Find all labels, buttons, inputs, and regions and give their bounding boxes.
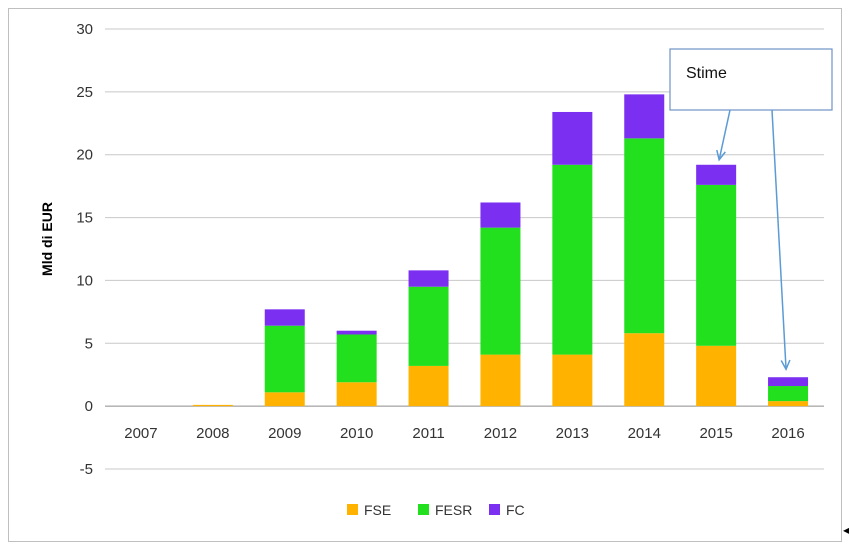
y-axis-title: Mld di EUR bbox=[39, 202, 55, 276]
bar-segment bbox=[696, 184, 737, 346]
callout-arrow bbox=[718, 109, 731, 160]
x-tick-label: 2011 bbox=[412, 425, 444, 442]
y-tick-label: 20 bbox=[76, 147, 93, 164]
bar-segment bbox=[264, 392, 305, 407]
legend-swatch bbox=[347, 504, 358, 515]
x-tick-label: 2010 bbox=[340, 425, 373, 442]
bar-segment bbox=[768, 377, 809, 387]
x-tick-label: 2007 bbox=[124, 425, 157, 442]
legend-label: FC bbox=[506, 502, 525, 518]
bar-segment bbox=[408, 270, 449, 287]
x-tick-label: 2012 bbox=[484, 425, 517, 442]
estimate-callout: Stime bbox=[669, 48, 833, 371]
y-tick-label: 30 bbox=[76, 21, 93, 38]
bar-segment bbox=[480, 202, 521, 228]
bar-segment bbox=[264, 309, 305, 326]
legend-swatch bbox=[418, 504, 429, 515]
bar-segment bbox=[552, 164, 593, 355]
legend: FSE FESR FC bbox=[347, 502, 525, 518]
x-tick-label: 2016 bbox=[771, 425, 804, 442]
bar-segment bbox=[552, 354, 593, 407]
bar-segment bbox=[552, 111, 593, 165]
callout-box bbox=[669, 48, 833, 111]
x-tick-label: 2008 bbox=[196, 425, 229, 442]
bar-segment bbox=[624, 138, 665, 334]
bar-segment bbox=[480, 354, 521, 407]
y-tick-label: 15 bbox=[76, 210, 93, 227]
arrowhead bbox=[716, 149, 726, 162]
callout-label: Stime bbox=[686, 65, 727, 82]
x-tick-label: 2014 bbox=[628, 425, 661, 442]
x-tick-label: 2009 bbox=[268, 425, 301, 442]
y-tick-label: 25 bbox=[76, 84, 93, 101]
bar-segment bbox=[768, 401, 809, 407]
bar-segment bbox=[624, 94, 665, 139]
bar-segment bbox=[192, 404, 233, 407]
y-tick-label: 5 bbox=[85, 335, 93, 352]
page-marker: ◂ bbox=[843, 523, 850, 537]
x-tick-labels: 2007 2008 2009 2010 2011 2012 2013 2014 2015 2016 bbox=[124, 425, 804, 442]
bar-segment bbox=[336, 334, 377, 383]
y-tick-labels: -5 0 5 10 15 20 25 30 bbox=[76, 21, 93, 478]
legend-label: FSE bbox=[364, 502, 391, 518]
bar-segment bbox=[624, 333, 665, 407]
x-tick-label: 2015 bbox=[699, 425, 732, 442]
arrowhead bbox=[780, 359, 791, 371]
y-tick-label: 10 bbox=[76, 272, 93, 289]
bar-segment bbox=[408, 286, 449, 366]
callout-arrow bbox=[771, 109, 787, 370]
bars bbox=[192, 94, 809, 407]
bar-segment bbox=[264, 325, 305, 393]
legend-swatch bbox=[489, 504, 500, 515]
y-tick-label: 0 bbox=[85, 398, 93, 415]
bar-segment bbox=[696, 164, 737, 185]
legend-label: FESR bbox=[435, 502, 472, 518]
chart-frame: -5 0 5 10 15 20 25 30 2007 2008 2009 2010 2011 2012 2… bbox=[8, 8, 842, 542]
bar-segment bbox=[480, 227, 521, 355]
bar-segment bbox=[336, 330, 377, 335]
x-tick-label: 2013 bbox=[556, 425, 589, 442]
bar-segment bbox=[768, 386, 809, 402]
bar-segment bbox=[336, 382, 377, 407]
bar-segment bbox=[408, 365, 449, 407]
y-tick-label: -5 bbox=[80, 461, 93, 478]
bar-segment bbox=[696, 345, 737, 407]
